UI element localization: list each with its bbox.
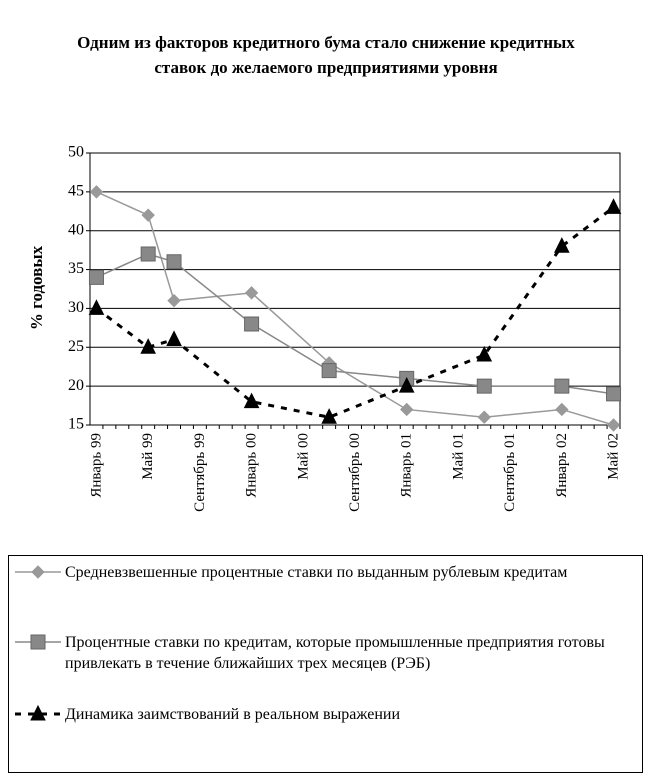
- legend-label: Средневзвешенные процентные ставки по вы…: [65, 564, 568, 581]
- x-tick-label: Сентябрь 99: [192, 433, 208, 512]
- x-tick-label: Сентябрь 00: [347, 433, 363, 512]
- x-tick-label: Январь 02: [554, 433, 570, 498]
- marker: [141, 208, 155, 222]
- marker: [321, 408, 337, 424]
- marker: [244, 316, 260, 332]
- marker: [140, 338, 156, 354]
- y-axis-label: % годовых: [27, 245, 46, 330]
- plot-frame: [89, 152, 621, 426]
- legend-label: Динамика заимствований в реальном выраже…: [65, 706, 401, 723]
- marker: [398, 377, 415, 393]
- y-tick-label: 50: [68, 144, 84, 161]
- marker: [244, 286, 259, 300]
- marker: [477, 410, 491, 424]
- marker: [476, 345, 493, 362]
- chart-title: Одним из факторов кредитного бума стало …: [77, 33, 575, 77]
- x-tick-label: Май 01: [450, 433, 466, 480]
- marker: [554, 237, 570, 253]
- marker: [140, 246, 156, 262]
- legend-symbols: [15, 565, 61, 721]
- y-tick-label: 45: [68, 183, 84, 200]
- marker: [166, 254, 182, 270]
- marker: [555, 402, 569, 417]
- x-tick-label: Январь 99: [88, 433, 104, 498]
- marker: [400, 402, 414, 417]
- marker: [167, 293, 181, 308]
- x-tick-label: Сентябрь 01: [502, 433, 518, 512]
- y-tick-label: 30: [68, 299, 84, 316]
- y-tick-label: 35: [68, 260, 84, 277]
- marker: [606, 386, 622, 402]
- y-tick-label: 15: [68, 416, 84, 433]
- x-tick-label: Январь 01: [399, 433, 415, 498]
- y-tick-label: 25: [68, 338, 84, 355]
- marker: [554, 378, 570, 394]
- x-tick-label: Май 99: [140, 433, 156, 480]
- y-tick-label: 40: [68, 221, 84, 238]
- marker: [88, 299, 105, 315]
- marker: [166, 330, 182, 347]
- y-tick-label: 20: [68, 377, 84, 394]
- marker: [606, 418, 621, 432]
- marker: [88, 269, 104, 285]
- marker: [605, 198, 622, 214]
- x-tick-label: Январь 00: [244, 433, 260, 498]
- marker: [31, 565, 45, 579]
- legend: Средневзвешенные процентные ставки по вы…: [8, 555, 643, 773]
- marker: [89, 185, 104, 199]
- marker: [30, 634, 46, 650]
- marker: [243, 392, 260, 409]
- series-line: [96, 253, 614, 395]
- marker: [30, 704, 46, 721]
- marker: [476, 378, 492, 394]
- x-tick-label: Май 02: [606, 433, 622, 480]
- marker: [321, 363, 337, 379]
- x-tick-label: Май 00: [295, 433, 311, 480]
- legend-label: Процентные ставки по кредитам, которые п…: [65, 634, 605, 672]
